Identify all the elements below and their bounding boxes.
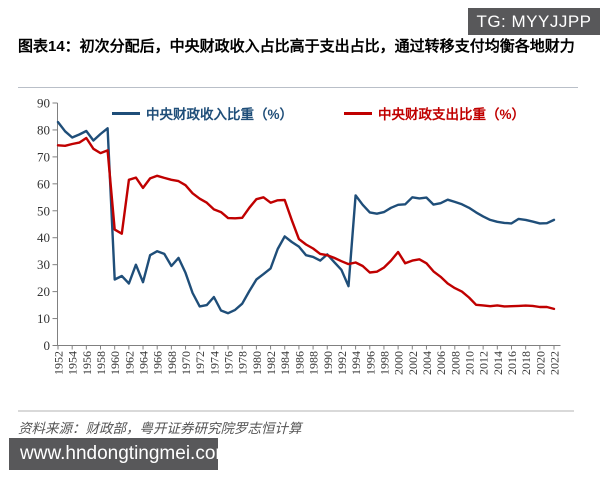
x-tick-label: 1978 [236, 351, 250, 375]
expenditure-line-swatch [344, 111, 372, 115]
watermark: www.hndongtingmei.com [9, 438, 231, 470]
x-tick-label: 1964 [137, 351, 151, 375]
x-tick-label: 1962 [122, 351, 136, 375]
x-tick-label: 1996 [363, 351, 377, 375]
axes [57, 103, 561, 346]
x-tick-label: 2022 [548, 351, 562, 375]
x-tick-label: 1988 [307, 351, 321, 375]
x-tick-label: 2010 [462, 351, 476, 375]
title-divider [18, 87, 578, 88]
x-tick-label: 1960 [108, 351, 122, 375]
y-tick-label: 90 [37, 96, 50, 111]
x-tick-label: 2020 [533, 351, 547, 375]
x-tick-label: 1966 [151, 351, 165, 375]
x-tick-label: 1974 [207, 351, 221, 375]
x-tick-label: 1970 [179, 351, 193, 375]
x-tick-label: 1954 [66, 351, 80, 375]
y-tick-label: 20 [37, 284, 50, 299]
x-tick-label: 1982 [264, 351, 278, 375]
x-tick-label: 1990 [321, 351, 335, 375]
y-tick-label: 0 [44, 338, 51, 353]
x-tick-label: 1980 [250, 351, 264, 375]
legend-label-expenditure: 中央财政支出比重（%） [378, 107, 526, 122]
y-tick-label: 60 [37, 176, 50, 191]
x-tick-label: 2004 [420, 351, 434, 375]
x-tick-label: 2002 [406, 351, 420, 375]
x-tick-label: 1972 [193, 351, 207, 375]
x-tick-label: 2008 [448, 351, 462, 375]
source-divider [18, 410, 574, 412]
x-tick-label: 2016 [505, 351, 519, 375]
y-tick-label: 70 [37, 149, 50, 164]
x-tick-label: 2012 [477, 351, 491, 375]
legend-label-revenue: 中央财政收入比重（%） [146, 107, 294, 122]
chart-title: 图表14：初次分配后，中央财政收入占比高于支出占比，通过转移支付均衡各地财力 [18, 38, 575, 55]
y-tick-label: 50 [37, 203, 50, 218]
y-tick-label: 80 [37, 122, 50, 137]
expenditure-series-line [56, 136, 556, 311]
telegram-badge: TG: MYYJJPP [468, 8, 600, 35]
source-note: 资料来源：财政部，粤开证券研究院罗志恒计算 [18, 421, 302, 436]
legend-item-expenditure: 中央财政支出比重（%） [344, 105, 526, 122]
revenue-series-line [56, 120, 556, 315]
x-tick-label: 1992 [335, 351, 349, 375]
x-tick-label: 1998 [377, 351, 391, 375]
x-tick-label: 1952 [52, 351, 66, 375]
x-tick-label: 1968 [165, 351, 179, 375]
x-tick-label: 1958 [94, 351, 108, 375]
y-axis: 0 10 20 30 40 50 60 70 80 90 [37, 96, 58, 353]
x-tick-label: 2000 [392, 351, 406, 375]
x-tick-label: 2006 [434, 351, 448, 375]
revenue-line-swatch [112, 111, 140, 115]
x-tick-label: 1984 [278, 351, 292, 375]
x-tick-label: 1976 [222, 351, 236, 375]
chart-legend: 中央财政收入比重（%） 中央财政支出比重（%） [0, 105, 600, 122]
x-tick-label: 2014 [491, 351, 505, 375]
x-axis: 1952 1954 1956 1958 1960 1962 1964 1966 1968 1970… [52, 345, 562, 375]
y-tick-label: 40 [37, 230, 50, 245]
x-tick-label: 1986 [292, 351, 306, 375]
y-tick-label: 30 [37, 257, 50, 272]
x-tick-label: 1994 [349, 351, 363, 375]
legend-item-revenue: 中央财政收入比重（%） [112, 105, 294, 122]
x-tick-label: 1956 [80, 351, 94, 375]
y-tick-label: 10 [37, 311, 50, 326]
chart: 0 10 20 30 40 50 60 70 80 90 1952 1954 1956 1958 1960 1… [0, 86, 600, 406]
x-tick-label: 2018 [519, 351, 533, 375]
